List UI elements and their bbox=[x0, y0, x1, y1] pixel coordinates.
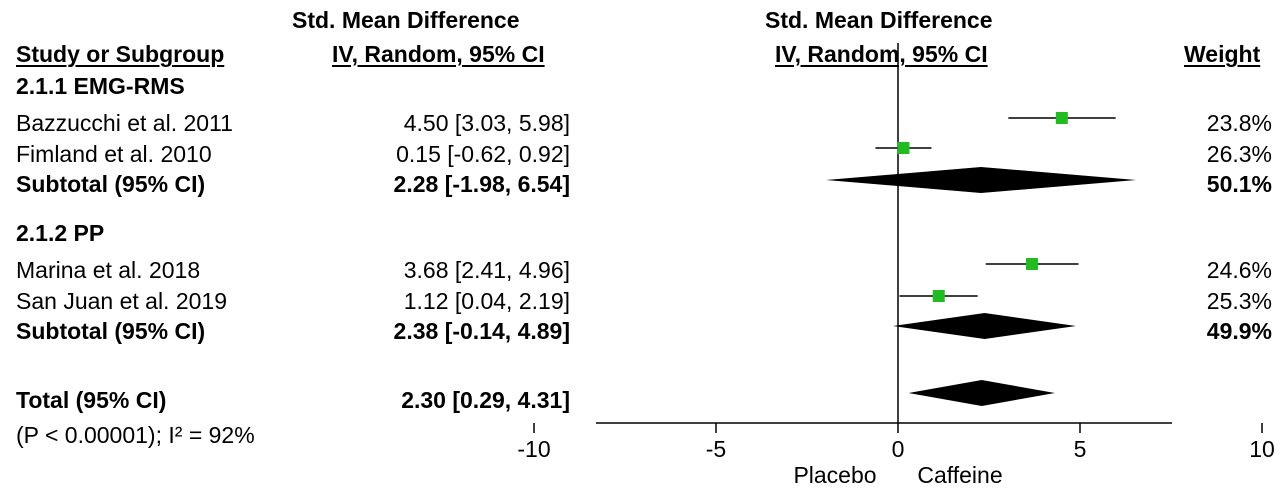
pooled-diamond bbox=[825, 167, 1137, 193]
axis-left-label: Placebo bbox=[793, 462, 877, 488]
study-name: San Juan et al. 2019 bbox=[16, 288, 227, 314]
study-ci: 4.50 [3.03, 5.98] bbox=[403, 110, 570, 136]
subtotal-weight: 49.9% bbox=[1206, 318, 1272, 344]
study-effect-marker bbox=[1055, 112, 1068, 124]
total-label: Total (95% CI) bbox=[16, 387, 167, 413]
x-tick-label: 0 bbox=[892, 436, 905, 462]
subtotal-weight: 50.1% bbox=[1206, 171, 1272, 197]
subtotal-ci: 2.38 [-0.14, 4.89] bbox=[393, 318, 570, 344]
plot-header-line2: IV, Random, 95% CI bbox=[775, 41, 988, 67]
study-name: Fimland et al. 2010 bbox=[16, 141, 212, 167]
x-tick-label: -10 bbox=[517, 436, 550, 462]
effect-header-line2: IV, Random, 95% CI bbox=[332, 41, 545, 67]
study-weight: 25.3% bbox=[1206, 288, 1272, 314]
study-ci: 3.68 [2.41, 4.96] bbox=[403, 257, 570, 283]
x-tick-label: -5 bbox=[706, 436, 726, 462]
x-tick-label: 5 bbox=[1074, 436, 1087, 462]
total-ci: 2.30 [0.29, 4.31] bbox=[401, 387, 570, 413]
subtotal-label: Subtotal (95% CI) bbox=[16, 318, 206, 344]
axis-right-label: Caffeine bbox=[917, 462, 1003, 488]
heterogeneity-text: (P < 0.00001); I² = 92% bbox=[16, 422, 255, 448]
subgroup-title: 2.1.1 EMG-RMS bbox=[16, 73, 185, 99]
study-effect-marker bbox=[932, 290, 945, 302]
study-weight: 24.6% bbox=[1206, 257, 1272, 283]
study-weight: 23.8% bbox=[1206, 110, 1272, 136]
effect-header-line1: Std. Mean Difference bbox=[292, 7, 520, 33]
pooled-diamond bbox=[908, 380, 1055, 406]
weight-column-header: Weight bbox=[1184, 41, 1261, 67]
study-column-header: Study or Subgroup bbox=[16, 41, 225, 67]
study-effect-marker bbox=[897, 142, 910, 154]
plot-header-line1: Std. Mean Difference bbox=[765, 7, 993, 33]
subtotal-ci: 2.28 [-1.98, 6.54] bbox=[393, 171, 570, 197]
subgroup-title: 2.1.2 PP bbox=[16, 220, 105, 246]
study-name: Bazzucchi et al. 2011 bbox=[16, 110, 233, 136]
pooled-diamond bbox=[892, 313, 1076, 339]
study-ci: 1.12 [0.04, 2.19] bbox=[403, 288, 570, 314]
study-ci: 0.15 [-0.62, 0.92] bbox=[396, 141, 570, 167]
study-effect-marker bbox=[1025, 258, 1038, 270]
subtotal-label: Subtotal (95% CI) bbox=[16, 171, 206, 197]
x-tick-label: 10 bbox=[1249, 436, 1275, 462]
study-weight: 26.3% bbox=[1206, 141, 1272, 167]
study-name: Marina et al. 2018 bbox=[16, 257, 201, 283]
